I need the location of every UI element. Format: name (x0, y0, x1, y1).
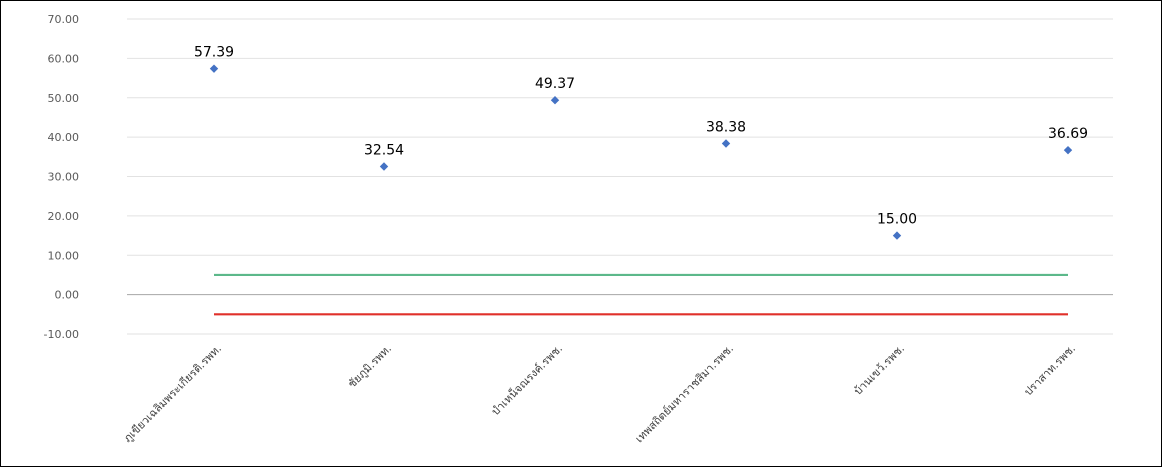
y-axis: 70.00 60.00 50.00 40.00 30.00 20.00 10.00 0.00 -… (44, 13, 79, 341)
x-category-label: ชัยภูมิ.รพท. (345, 342, 394, 391)
data-label: 36.69 (1048, 126, 1088, 142)
data-label: 38.38 (706, 120, 746, 136)
data-label: 32.54 (364, 142, 404, 158)
y-tick-label: 50.00 (48, 92, 80, 105)
x-category-label: บ้านเขว้.รพช. (851, 342, 907, 398)
x-category-label: ปราสาท.รพช. (1022, 342, 1078, 398)
data-labels: 57.39 32.54 49.37 38.38 15.00 36.69 (194, 45, 1088, 228)
reference-lines (214, 273, 1068, 316)
y-tick-label: 70.00 (48, 13, 80, 26)
y-tick-label: 40.00 (48, 131, 80, 144)
data-point (379, 162, 389, 171)
data-points (209, 64, 1073, 240)
x-axis-labels: ภูเขียวเฉลิมพระเกียรติ.รพท. ชัยภูมิ.รพท. บ… (121, 341, 1078, 445)
y-tick-label: 20.00 (48, 210, 80, 223)
gridlines (127, 18, 1113, 335)
y-tick-label: 0.00 (55, 289, 80, 302)
y-tick-label: 10.00 (48, 249, 80, 262)
y-tick-label: 60.00 (48, 52, 80, 65)
data-label: 57.39 (194, 45, 234, 61)
data-point (209, 64, 219, 73)
data-point (1063, 145, 1073, 155)
data-label: 15.00 (877, 212, 917, 228)
data-label: 49.37 (535, 76, 575, 92)
x-category-label: เทพสถิตย์มหาราชสิมา.รพช. (633, 342, 736, 445)
data-point (721, 139, 731, 148)
x-category-label: ภูเขียวเฉลิมพระเกียรติ.รพท. (121, 342, 224, 445)
data-point (550, 96, 560, 105)
y-tick-label: -10.00 (44, 328, 79, 341)
data-point (892, 231, 902, 240)
x-category-label: บำเหน็จณรงค์.รพช. (488, 341, 565, 418)
y-tick-label: 30.00 (48, 171, 80, 184)
